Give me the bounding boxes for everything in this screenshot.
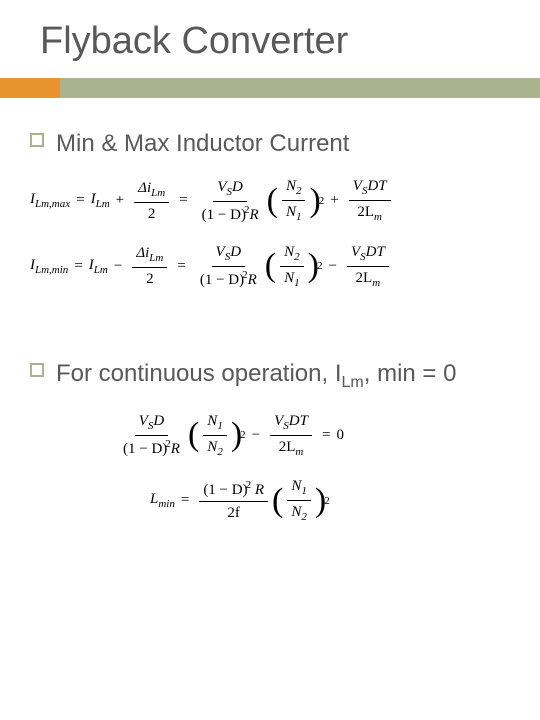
- equation-lmin: Lmin = (1 − D)2 R 2f ( N1 N2 ) 2: [150, 477, 510, 524]
- bar-accent: [0, 78, 60, 98]
- bar-main: [60, 78, 540, 98]
- slide-title: Flyback Converter: [0, 0, 540, 78]
- equation-ilm-min: ILm,min = ILm − ΔiLm 2 = VSD (1 − D)2R (…: [30, 243, 510, 290]
- bullet-2-text: For continuous operation, ILm, min = 0: [56, 358, 456, 394]
- bullet-1-text: Min & Max Inductor Current: [56, 128, 349, 159]
- bullet-1: Min & Max Inductor Current: [30, 128, 510, 159]
- content-area: Min & Max Inductor Current ILm,max = ILm…: [0, 98, 540, 524]
- equation-ilm-max: ILm,max = ILm + ΔiLm 2 = VSD (1 − D)2R (…: [30, 177, 510, 224]
- equation-boundary: VSD (1 − D)2R ( N1 N2 ) 2 − VSDT 2Lm = 0: [115, 412, 510, 459]
- bullet-2: For continuous operation, ILm, min = 0: [30, 358, 510, 394]
- square-bullet-icon: [30, 133, 44, 147]
- divider-bar: [0, 78, 540, 98]
- square-bullet-icon: [30, 363, 44, 377]
